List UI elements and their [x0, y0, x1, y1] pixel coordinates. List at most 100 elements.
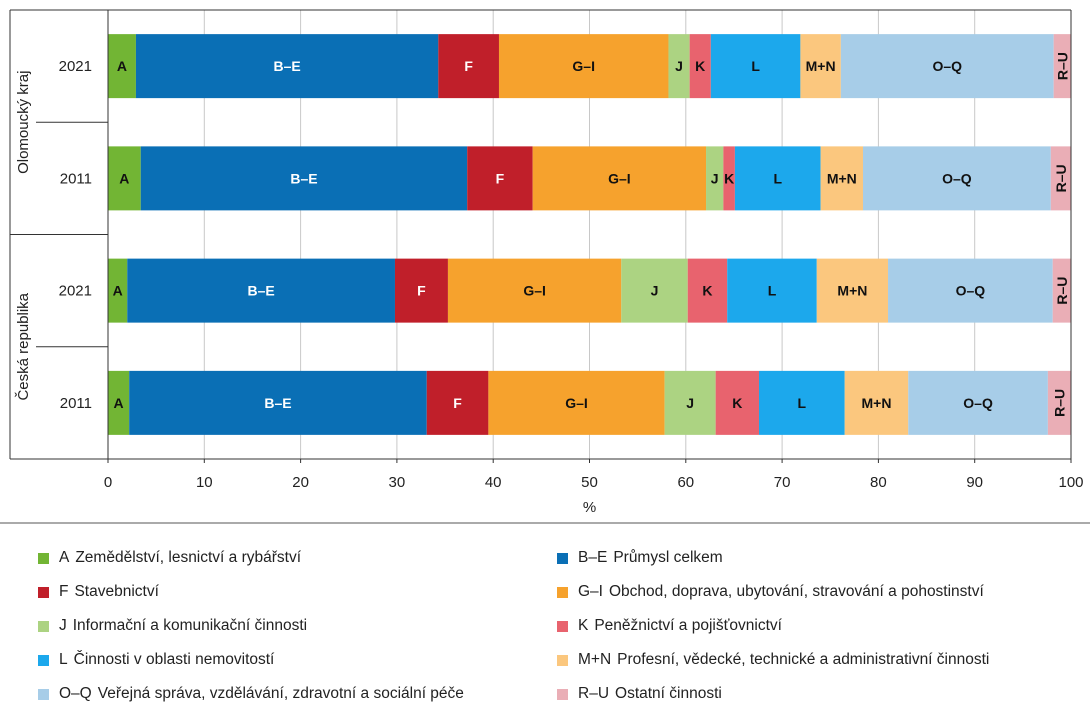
bar-segment: [1052, 258, 1071, 323]
bar-segment: [689, 34, 711, 99]
group-labels: Olomoucký kraj Česká republika: [15, 71, 32, 401]
bar-segment: [108, 258, 128, 323]
bar-segment: [734, 146, 821, 211]
bar-segment: [621, 258, 688, 323]
bar-segment: [108, 370, 130, 435]
plot-frame: [0, 9, 1090, 524]
bar-segment: [532, 146, 707, 211]
x-tick-label: 40: [485, 474, 502, 491]
bar-label: M+N: [806, 58, 836, 74]
x-axis-title: %: [583, 499, 596, 516]
bar-segment: [908, 370, 1048, 435]
x-tick-label: 100: [1058, 474, 1083, 491]
bar-label: O–Q: [963, 395, 993, 411]
bar-segment: [800, 34, 841, 99]
x-tick-label: 0: [104, 474, 112, 491]
bar-segment: [816, 258, 889, 323]
bar-segment: [1050, 146, 1071, 211]
x-tick-label: 50: [581, 474, 598, 491]
x-tick-label: 90: [966, 474, 983, 491]
bar-segment: [715, 370, 759, 435]
bar-label: B–E: [290, 170, 317, 186]
bar-label: B–E: [274, 58, 301, 74]
bar-segment: [498, 34, 669, 99]
bar-label: F: [496, 170, 505, 186]
bar-segment: [844, 370, 909, 435]
bar-label: G–I: [608, 170, 631, 186]
bar-segment: [129, 370, 427, 435]
bar-segment: [723, 146, 735, 211]
bar-label: O–Q: [956, 283, 986, 299]
bar-label: L: [798, 395, 807, 411]
bar-segment: [888, 258, 1053, 323]
x-tick-label: 30: [389, 474, 406, 491]
bar-segment: [820, 146, 863, 211]
bar-segment: [710, 34, 801, 99]
bar-segment: [668, 34, 690, 99]
group-label: Česká republika: [15, 292, 32, 400]
bar-segment: [758, 370, 845, 435]
bar-label: M+N: [827, 170, 857, 186]
bar-label: K: [702, 283, 712, 299]
bar-label: F: [417, 283, 426, 299]
x-tick-label: 10: [196, 474, 213, 491]
bar-label: J: [651, 283, 659, 299]
bar-label: K: [724, 170, 734, 186]
bar-label: L: [773, 170, 782, 186]
bar-label: J: [675, 58, 683, 74]
bar-label: B–E: [247, 283, 274, 299]
bar-label: J: [711, 170, 719, 186]
bar-label: L: [751, 58, 760, 74]
x-tick-label: 80: [870, 474, 887, 491]
bar-label: R–U: [1054, 277, 1070, 305]
bar-segment: [127, 258, 395, 323]
bar-segment: [108, 146, 141, 211]
bar-segment: [438, 34, 499, 99]
bar-label: K: [732, 395, 742, 411]
bar-segment: [394, 258, 448, 323]
bar-label: R–U: [1053, 164, 1069, 192]
bar-label: R–U: [1051, 389, 1067, 417]
bar-segment: [1047, 370, 1071, 435]
row-labels: 2021 2011 2021 2011: [59, 58, 92, 412]
row-label: 2011: [60, 170, 92, 187]
bar-label: A: [117, 58, 127, 74]
bar-segment: [862, 146, 1051, 211]
bar-segment: [664, 370, 716, 435]
bar-label: A: [119, 170, 129, 186]
bar-label: G–I: [523, 283, 546, 299]
x-axis: 0 10 20 30 40 50 60 70 80 90 100%: [104, 459, 1084, 516]
bar-segment: [135, 34, 439, 99]
bar-label: F: [453, 395, 462, 411]
row-label: 2021: [59, 58, 92, 75]
bar-segment: [426, 370, 489, 435]
bar-segment: [108, 34, 136, 99]
bar-label: M+N: [861, 395, 891, 411]
bar-label: O–Q: [942, 170, 972, 186]
bar-segment: [706, 146, 724, 211]
bar-label: A: [113, 283, 123, 299]
bars: A B–E F G–I J K L M+N O–Q R–UA B–E F G–I J K L M+N O–Q R–U…: [108, 34, 1071, 435]
bar-label: L: [768, 283, 777, 299]
bar-segment: [687, 258, 728, 323]
bar-label: A: [114, 395, 124, 411]
bar-label: F: [464, 58, 473, 74]
bar-label: G–I: [572, 58, 595, 74]
x-tick-label: 20: [292, 474, 309, 491]
x-tick-label: 60: [677, 474, 694, 491]
bar-label: O–Q: [932, 58, 962, 74]
bar-segment: [447, 258, 622, 323]
group-label: Olomoucký kraj: [15, 71, 32, 174]
bar-label: R–U: [1054, 52, 1070, 80]
row-label: 2011: [60, 395, 92, 412]
bar-segment: [727, 258, 817, 323]
bar-label: B–E: [264, 395, 291, 411]
bar-label: G–I: [565, 395, 588, 411]
x-tick-label: 70: [774, 474, 791, 491]
bar-segment: [1053, 34, 1071, 99]
bar-segment: [488, 370, 665, 435]
bar-label: M+N: [837, 283, 867, 299]
bar-label: J: [686, 395, 694, 411]
bar-label: K: [695, 58, 705, 74]
